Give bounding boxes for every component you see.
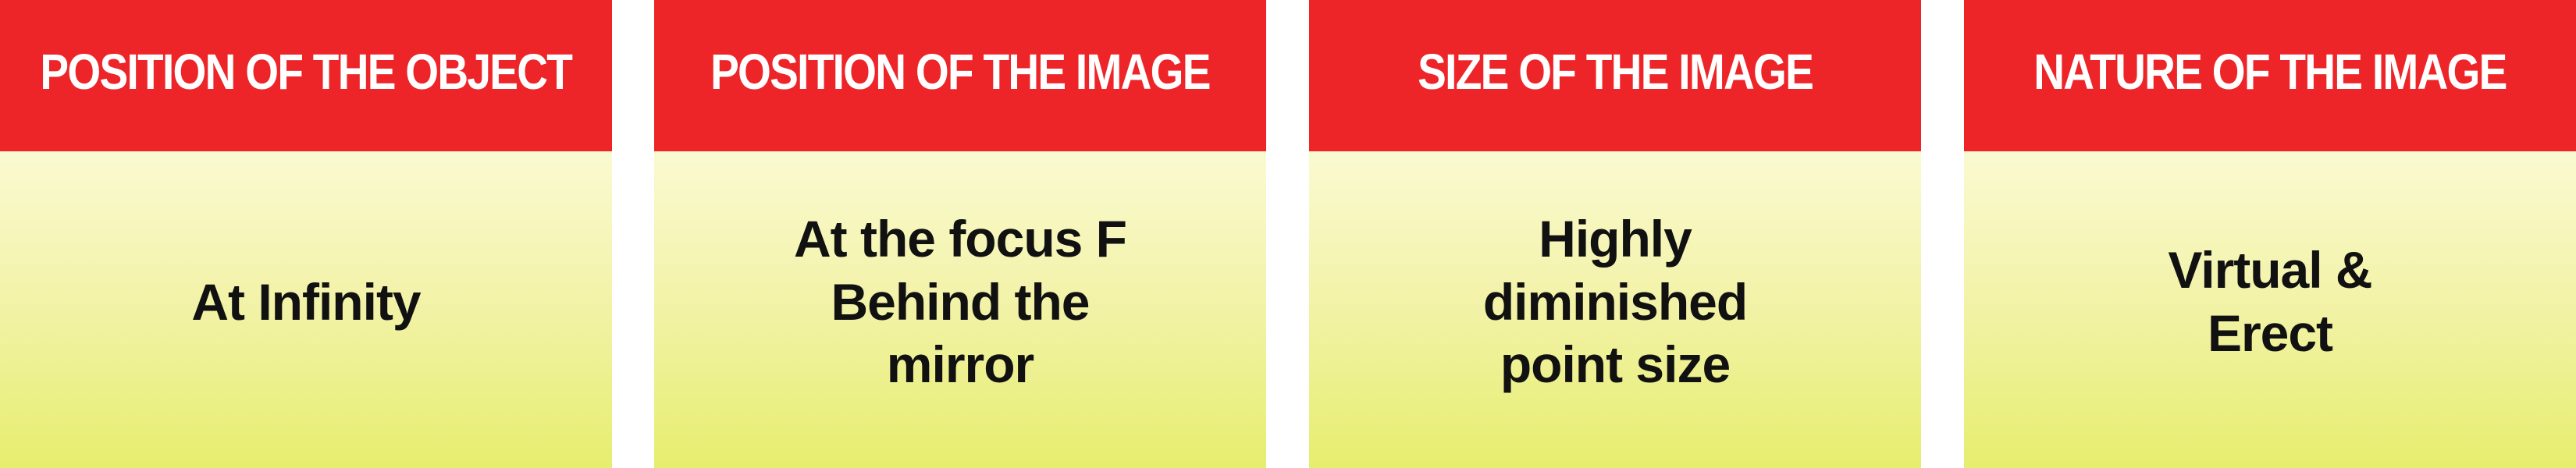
panel-body: Highly diminished point size — [1309, 151, 1921, 468]
panel-image-nature: NATURE OF THE IMAGE Virtual & Erect — [1964, 0, 2576, 468]
panel-image-position: POSITION OF THE IMAGE At the focus F Beh… — [654, 0, 1266, 468]
panel-image-size: SIZE OF THE IMAGE Highly diminished poin… — [1309, 0, 1921, 468]
panel-header: NATURE OF THE IMAGE — [1964, 0, 2576, 151]
panel-object-position: POSITION OF THE OBJECT At Infinity — [0, 0, 612, 468]
panel-header: SIZE OF THE IMAGE — [1309, 0, 1921, 151]
panel-body-label: Virtual & Erect — [2168, 241, 2372, 362]
panel-body-label: At Infinity — [191, 272, 421, 331]
panel-body: At the focus F Behind the mirror — [654, 151, 1266, 468]
panel-body-label: At the focus F Behind the mirror — [794, 210, 1127, 394]
panel-body-label: Highly diminished point size — [1482, 210, 1748, 394]
panel-body: Virtual & Erect — [1964, 151, 2576, 468]
panel-header: POSITION OF THE OBJECT — [0, 0, 612, 151]
panel-header-label: NATURE OF THE IMAGE — [2033, 44, 2507, 100]
panel-header-label: POSITION OF THE OBJECT — [40, 44, 574, 100]
panel-header-label: POSITION OF THE IMAGE — [710, 44, 1211, 100]
panel-body: At Infinity — [0, 151, 612, 468]
panel-header: POSITION OF THE IMAGE — [654, 0, 1266, 151]
panel-header-label: SIZE OF THE IMAGE — [1418, 44, 1814, 100]
